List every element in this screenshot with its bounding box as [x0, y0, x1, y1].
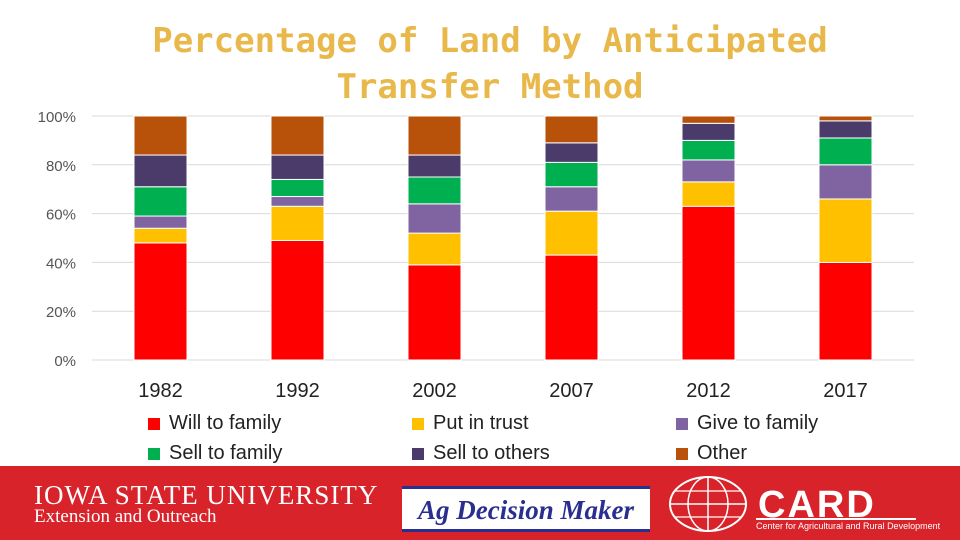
isu-extension-text: Extension and Outreach [34, 506, 217, 527]
bar-2007-will-to-family [544, 254, 599, 361]
legend-label-will-to-family: Will to family [169, 412, 282, 434]
legend-swatch-sell-to-family [148, 447, 160, 460]
legend-swatch-give-to-family [676, 417, 688, 430]
bar-2002-put-in-trust [407, 232, 462, 266]
legend-label-sell-to-others: Sell to others [433, 442, 550, 464]
ag-decision-maker-logo: Ag Decision Maker [402, 486, 650, 532]
legend-label-put-in-trust: Put in trust [433, 412, 529, 434]
bar-2007-other [544, 115, 599, 144]
bar-2007-sell-to-others [544, 142, 599, 163]
legend-label-other: Other [697, 442, 748, 464]
bar-1982-sell-to-family [133, 186, 188, 217]
bar-2012-sell-to-others [681, 122, 736, 141]
globe-icon [669, 476, 747, 532]
bar-1982-other [133, 115, 188, 156]
bar-2007-put-in-trust [544, 210, 599, 256]
bar-2017-sell-to-others [818, 120, 873, 139]
y-tick-label-80: 80% [46, 158, 76, 175]
bar-1992-sell-to-others [270, 154, 325, 180]
bar-2002-other [407, 115, 462, 156]
bar-2012-give-to-family [681, 159, 736, 183]
bar-2017-other [818, 115, 873, 122]
x-tick-label-1982: 1982 [138, 380, 183, 402]
bar-1992-sell-to-family [270, 178, 325, 198]
legend-item-sell-to-family: Sell to family [148, 442, 282, 465]
isu-wordmark: IOWA STATE UNIVERSITY [34, 480, 379, 510]
bar-2012-put-in-trust [681, 181, 736, 207]
legend-item-give-to-family: Give to family [676, 412, 818, 435]
legend-item-sell-to-others: Sell to others [412, 442, 550, 465]
chart-title: Percentage of Land by Anticipated Transf… [80, 18, 900, 110]
chart-title-line-2: Transfer Method [336, 67, 644, 107]
x-tick-label-2012: 2012 [686, 380, 731, 402]
y-tick-label-0: 0% [54, 353, 76, 370]
bar-1982-put-in-trust [133, 227, 188, 244]
bar-2017-will-to-family [818, 261, 873, 361]
bar-2012-will-to-family [681, 205, 736, 361]
bar-1982-will-to-family [133, 242, 188, 361]
bar-2012-sell-to-family [681, 139, 736, 161]
card-divider [756, 518, 916, 520]
y-tick-label-40: 40% [46, 255, 76, 272]
legend-item-put-in-trust: Put in trust [412, 412, 529, 435]
bar-2017-sell-to-family [818, 137, 873, 166]
legend-swatch-put-in-trust [412, 417, 424, 430]
bar-2017-put-in-trust [818, 198, 873, 263]
bar-1992-other [270, 115, 325, 156]
bar-1992-put-in-trust [270, 205, 325, 241]
bar-2012-other [681, 115, 736, 124]
y-tick-label-100: 100% [38, 109, 76, 126]
bar-2017-give-to-family [818, 164, 873, 200]
x-tick-label-1992: 1992 [275, 380, 320, 402]
legend-swatch-will-to-family [148, 417, 160, 430]
bar-1982-give-to-family [133, 215, 188, 229]
card-subtitle: Center for Agricultural and Rural Develo… [756, 521, 941, 531]
chart-title-line-1: Percentage of Land by Anticipated [152, 21, 828, 61]
bar-2002-sell-to-others [407, 154, 462, 178]
bar-2007-give-to-family [544, 186, 599, 212]
stacked-bar-chart: 0% 20% 40% 60% 80% 100% 1982 1992 2002 2007 2012 20… [38, 109, 914, 402]
x-tick-label-2017: 2017 [823, 380, 868, 402]
bar-2007-sell-to-family [544, 161, 599, 188]
legend-label-sell-to-family: Sell to family [169, 442, 283, 464]
x-tick-label-2002: 2002 [412, 380, 457, 402]
bar-2002-give-to-family [407, 203, 462, 234]
bar-1992-will-to-family [270, 239, 325, 361]
x-tick-label-2007: 2007 [549, 380, 594, 402]
ag-decision-maker-text: Ag Decision Maker [418, 495, 634, 525]
bar-2002-sell-to-family [407, 176, 462, 205]
bar-2002-will-to-family [407, 264, 462, 361]
bar-1982-sell-to-others [133, 154, 188, 188]
y-tick-label-20: 20% [46, 304, 76, 321]
legend-swatch-sell-to-others [412, 447, 424, 460]
legend-label-give-to-family: Give to family [697, 412, 819, 434]
y-tick-label-60: 60% [46, 207, 76, 224]
legend-item-will-to-family: Will to family [148, 412, 281, 435]
bar-1992-give-to-family [270, 196, 325, 207]
legend-item-other: Other [676, 442, 747, 465]
legend-swatch-other [676, 447, 688, 460]
